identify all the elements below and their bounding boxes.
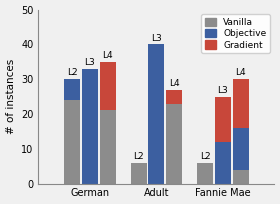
Text: L3: L3 <box>85 58 95 67</box>
Bar <box>131 163 147 184</box>
Bar <box>215 96 231 142</box>
Bar <box>215 142 231 184</box>
Bar <box>82 69 98 184</box>
Text: L2: L2 <box>67 68 77 78</box>
Bar <box>233 170 249 184</box>
Bar <box>148 44 164 184</box>
Text: L3: L3 <box>151 34 162 43</box>
Y-axis label: # of instances: # of instances <box>6 59 16 134</box>
Text: L4: L4 <box>102 51 113 60</box>
Bar <box>197 163 213 184</box>
Bar <box>100 111 116 184</box>
Text: L4: L4 <box>169 79 179 88</box>
Text: L3: L3 <box>218 86 228 95</box>
Bar <box>166 90 182 104</box>
Bar <box>233 79 249 128</box>
Bar <box>100 62 116 111</box>
Bar <box>166 104 182 184</box>
Text: L2: L2 <box>200 152 211 161</box>
Text: L2: L2 <box>133 152 144 161</box>
Legend: Vanilla, Objective, Gradient: Vanilla, Objective, Gradient <box>201 14 270 53</box>
Text: L4: L4 <box>235 68 246 78</box>
Bar <box>64 79 80 100</box>
Bar <box>233 128 249 170</box>
Bar <box>64 100 80 184</box>
